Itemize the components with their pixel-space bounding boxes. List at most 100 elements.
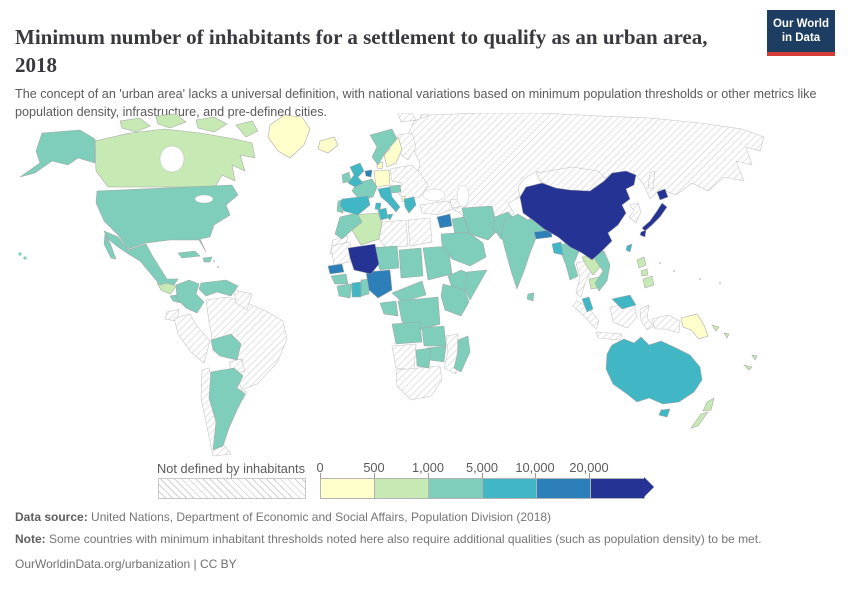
region-cameroon-car[interactable] xyxy=(391,280,427,303)
region-gabon-congo[interactable] xyxy=(379,300,399,317)
hudson-bay xyxy=(159,145,185,173)
region-botswana[interactable] xyxy=(415,347,432,369)
region-mindanao[interactable] xyxy=(642,275,655,289)
region-namibia[interactable] xyxy=(391,343,417,371)
region-argentina[interactable] xyxy=(208,367,246,451)
region-bolivia[interactable] xyxy=(210,333,242,361)
region-zambia[interactable] xyxy=(421,325,447,347)
legend-tickmark xyxy=(482,473,483,478)
legend-segment[interactable] xyxy=(428,479,482,498)
region-sardinia[interactable] xyxy=(374,202,382,211)
regions-20000-plus xyxy=(347,170,669,275)
region-tasmania[interactable] xyxy=(658,408,671,418)
region-senegal[interactable] xyxy=(327,263,345,275)
region-arctic-island-3[interactable] xyxy=(195,116,228,133)
owid-logo[interactable]: Our World in Data xyxy=(767,10,835,56)
region-norway[interactable] xyxy=(369,128,398,166)
region-germany[interactable] xyxy=(373,169,391,188)
region-greece[interactable] xyxy=(403,196,417,214)
region-japan-honshu[interactable] xyxy=(641,202,668,232)
region-netherlands[interactable] xyxy=(364,169,373,178)
region-baja[interactable] xyxy=(103,233,117,260)
region-turkey[interactable] xyxy=(419,200,456,216)
region-libya[interactable] xyxy=(378,219,409,249)
region-nz-south[interactable] xyxy=(690,411,709,429)
region-svalbard[interactable] xyxy=(397,113,417,123)
region-west-papua[interactable] xyxy=(651,314,681,334)
region-spain[interactable] xyxy=(339,195,371,216)
region-ghana[interactable] xyxy=(351,281,362,298)
region-syria[interactable] xyxy=(436,213,453,229)
region-mali[interactable] xyxy=(347,243,380,275)
region-venezuela[interactable] xyxy=(198,279,239,297)
region-austria[interactable] xyxy=(389,184,402,194)
region-mozambique[interactable] xyxy=(443,333,459,375)
region-solomons[interactable] xyxy=(711,324,720,332)
legend-segment[interactable] xyxy=(374,479,428,498)
region-fiji[interactable] xyxy=(751,354,758,361)
region-nigeria[interactable] xyxy=(365,269,393,299)
legend-segment[interactable] xyxy=(536,479,590,498)
region-ivory-coast[interactable] xyxy=(336,283,353,299)
legend-tickmark xyxy=(535,473,536,478)
region-kenya-tanzania[interactable] xyxy=(440,283,470,317)
region-tunisia[interactable] xyxy=(377,207,389,221)
region-madagascar[interactable] xyxy=(453,335,471,373)
region-hawaii-2[interactable] xyxy=(23,256,27,260)
region-baffin[interactable] xyxy=(235,120,259,138)
region-vietnam[interactable] xyxy=(591,250,611,292)
region-egypt[interactable] xyxy=(407,217,433,247)
region-cuba[interactable] xyxy=(177,250,201,259)
region-nz-north[interactable] xyxy=(702,397,715,412)
region-italy[interactable] xyxy=(377,186,401,213)
region-mexico[interactable] xyxy=(103,230,179,286)
region-japan-hokkaido[interactable] xyxy=(656,188,669,201)
legend-segment[interactable] xyxy=(321,479,374,498)
region-chad[interactable] xyxy=(398,247,424,279)
region-arctic-island-2[interactable] xyxy=(155,113,187,129)
region-greenland[interactable] xyxy=(267,114,311,159)
region-arctic-island-1[interactable] xyxy=(119,117,151,133)
region-australia[interactable] xyxy=(605,336,703,405)
region-sulawesi[interactable] xyxy=(639,304,655,331)
region-visayas[interactable] xyxy=(640,268,649,277)
region-malaysia-borneo[interactable] xyxy=(611,294,637,310)
region-taiwan[interactable] xyxy=(625,243,633,253)
legend-segment[interactable] xyxy=(590,479,644,498)
region-angola[interactable] xyxy=(391,321,423,345)
region-sri-lanka[interactable] xyxy=(526,292,535,302)
region-java[interactable] xyxy=(595,331,623,341)
region-south-africa[interactable] xyxy=(395,365,443,401)
region-nepal[interactable] xyxy=(533,229,553,240)
region-bangladesh[interactable] xyxy=(551,241,564,256)
map-legend: Not defined by inhabitants 0 500 1,000 5… xyxy=(0,458,850,502)
region-iran[interactable] xyxy=(461,205,499,241)
region-malaysia[interactable] xyxy=(581,296,594,313)
legend-no-data-swatch[interactable] xyxy=(158,478,306,499)
region-iceland[interactable] xyxy=(317,136,339,154)
region-papua-new-guinea[interactable] xyxy=(680,313,709,340)
region-vanuatu[interactable] xyxy=(723,332,730,339)
region-sakhalin[interactable] xyxy=(647,170,656,190)
region-japan-kyushu[interactable] xyxy=(639,229,647,238)
region-peru[interactable] xyxy=(173,313,211,364)
region-guyanas[interactable] xyxy=(233,289,253,311)
legend-no-data-label: Not defined by inhabitants xyxy=(157,461,305,476)
data-source-label: Data source: xyxy=(15,510,88,524)
region-hispaniola[interactable] xyxy=(202,256,213,263)
region-alaska[interactable] xyxy=(19,129,96,178)
region-hawaii-1[interactable] xyxy=(18,252,22,256)
attribution[interactable]: OurWorldinData.org/urbanization | CC BY xyxy=(15,557,237,572)
region-korea[interactable] xyxy=(628,202,642,224)
data-source-row: Data source: United Nations, Department … xyxy=(15,509,815,525)
region-new-caledonia[interactable] xyxy=(743,364,753,371)
legend-color-bar[interactable] xyxy=(320,478,645,499)
legend-segment[interactable] xyxy=(482,479,536,498)
region-china[interactable] xyxy=(519,170,637,261)
region-colombia[interactable] xyxy=(175,279,205,314)
small-islands xyxy=(212,259,722,285)
region-uk[interactable] xyxy=(347,162,365,188)
region-luzon[interactable] xyxy=(636,256,647,269)
region-somalia[interactable] xyxy=(464,269,488,301)
region-guinea[interactable] xyxy=(330,273,349,285)
